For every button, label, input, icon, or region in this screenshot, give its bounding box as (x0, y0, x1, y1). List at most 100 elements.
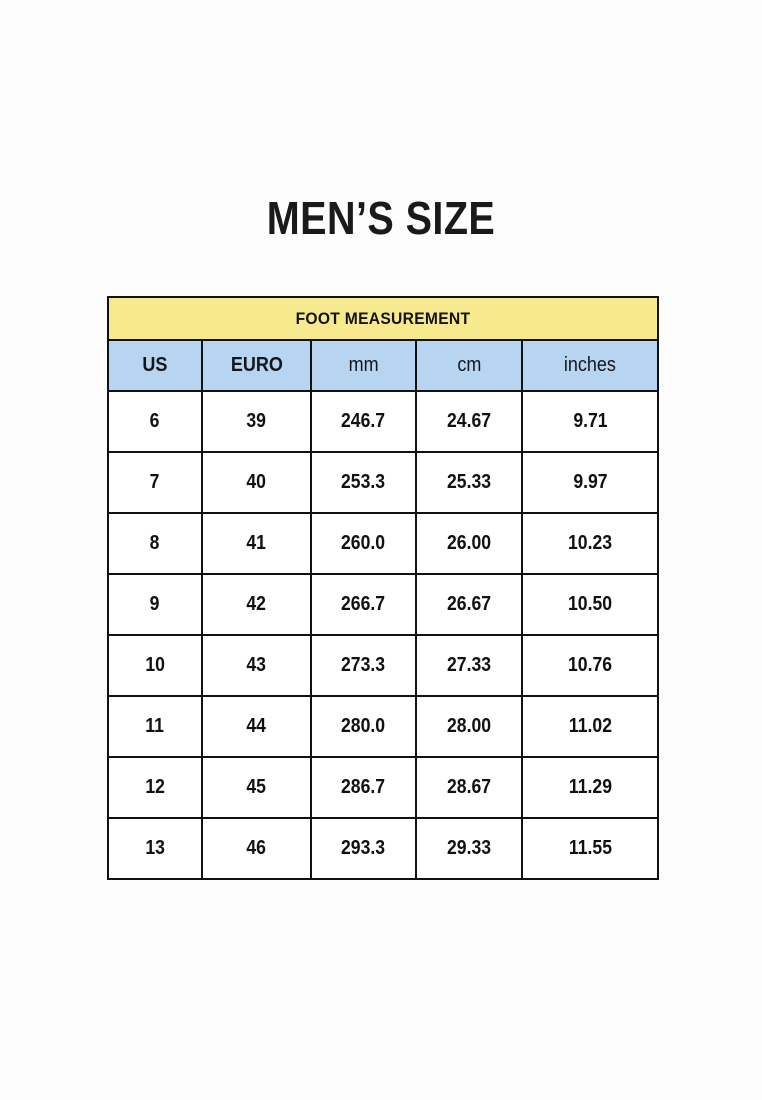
cell-value: 9 (150, 593, 160, 615)
column-header-us: US (107, 339, 203, 392)
cell-inches: 11.02 (520, 695, 660, 758)
cell-euro: 45 (201, 756, 312, 819)
cell-value: 10.23 (567, 532, 613, 554)
column-header-cm: cm (415, 339, 523, 392)
cell-value: 41 (246, 532, 267, 554)
column-header-mm: mm (310, 339, 417, 392)
cell-value: 29.33 (446, 837, 492, 859)
cell-value: 10 (145, 654, 165, 676)
cell-value: 42 (246, 593, 267, 615)
page-title: MEN’S SIZE (266, 192, 496, 244)
cell-value: 10.50 (567, 593, 613, 615)
table-row: 13 46 293.3 29.33 11.55 (107, 817, 660, 880)
cell-value: 28.00 (446, 715, 492, 737)
cell-us: 10 (107, 634, 203, 697)
cell-value: 12 (145, 776, 165, 798)
cell-cm: 24.67 (415, 390, 523, 453)
cell-inches: 11.55 (520, 817, 660, 880)
cell-inches: 9.71 (520, 390, 660, 453)
cell-value: 9.97 (572, 471, 608, 493)
column-header-label: US (142, 354, 168, 376)
cell-value: 266.7 (341, 593, 386, 615)
cell-value: 11.02 (568, 715, 612, 737)
cell-value: 7 (150, 471, 160, 493)
cell-value: 293.3 (341, 837, 386, 859)
table-row: 10 43 273.3 27.33 10.76 (107, 634, 660, 697)
cell-value: 40 (246, 471, 267, 493)
cell-value: 273.3 (341, 654, 386, 676)
cell-value: 8 (150, 532, 160, 554)
cell-value: 45 (246, 776, 267, 798)
cell-inches: 9.97 (520, 451, 660, 514)
column-header-label: mm (348, 354, 379, 376)
cell-value: 11 (145, 715, 165, 737)
cell-cm: 25.33 (415, 451, 523, 514)
cell-us: 13 (107, 817, 203, 880)
cell-cm: 28.67 (415, 756, 523, 819)
table-row: 6 39 246.7 24.67 9.71 (107, 390, 660, 453)
cell-value: 253.3 (341, 471, 386, 493)
table-row: 12 45 286.7 28.67 11.29 (107, 756, 660, 819)
cell-mm: 286.7 (310, 756, 417, 819)
table-row: 8 41 260.0 26.00 10.23 (107, 512, 660, 575)
cell-inches: 10.23 (520, 512, 660, 575)
foot-measurement-banner: FOOT MEASUREMENT (106, 296, 660, 341)
cell-inches: 10.76 (520, 634, 660, 697)
cell-cm: 29.33 (415, 817, 523, 880)
cell-value: 46 (246, 837, 267, 859)
cell-mm: 293.3 (310, 817, 417, 880)
cell-euro: 41 (201, 512, 312, 575)
cell-euro: 43 (201, 634, 312, 697)
cell-value: 6 (150, 410, 160, 432)
cell-value: 286.7 (341, 776, 386, 798)
cell-value: 10.76 (567, 654, 613, 676)
cell-value: 25.33 (446, 471, 492, 493)
cell-value: 43 (246, 654, 267, 676)
cell-value: 13 (145, 837, 165, 859)
cell-us: 12 (107, 756, 203, 819)
column-header-label: cm (456, 354, 481, 376)
size-chart-container: FOOT MEASUREMENT US EURO mm cm inches 6 39 246… (106, 296, 660, 880)
cell-euro: 42 (201, 573, 312, 636)
cell-mm: 266.7 (310, 573, 417, 636)
cell-mm: 273.3 (310, 634, 417, 697)
column-header-label: inches (564, 354, 617, 376)
table-row: 7 40 253.3 25.33 9.97 (107, 451, 660, 514)
cell-euro: 39 (201, 390, 312, 453)
cell-inches: 11.29 (520, 756, 660, 819)
table-body: 6 39 246.7 24.67 9.71 7 40 253.3 25.33 9.97 8 41 260… (107, 390, 660, 880)
cell-value: 24.67 (446, 410, 492, 432)
column-header-label: EURO (230, 354, 283, 376)
table-row: 11 44 280.0 28.00 11.02 (107, 695, 660, 758)
cell-value: 246.7 (341, 410, 386, 432)
cell-value: 260.0 (341, 532, 386, 554)
cell-us: 9 (107, 573, 203, 636)
cell-mm: 280.0 (310, 695, 417, 758)
cell-value: 26.67 (446, 593, 492, 615)
cell-value: 11.29 (568, 776, 612, 798)
cell-value: 27.33 (446, 654, 492, 676)
cell-cm: 28.00 (415, 695, 523, 758)
cell-euro: 46 (201, 817, 312, 880)
cell-value: 11.55 (568, 837, 612, 859)
table-column-header-row: US EURO mm cm inches (107, 339, 660, 392)
cell-value: 28.67 (446, 776, 492, 798)
cell-us: 6 (107, 390, 203, 453)
cell-us: 7 (107, 451, 203, 514)
cell-value: 39 (246, 410, 267, 432)
cell-mm: 253.3 (310, 451, 417, 514)
table-banner-row: FOOT MEASUREMENT (106, 296, 660, 341)
column-header-euro: EURO (201, 339, 312, 392)
foot-measurement-banner-label: FOOT MEASUREMENT (295, 308, 471, 328)
cell-mm: 260.0 (310, 512, 417, 575)
cell-cm: 27.33 (415, 634, 523, 697)
cell-mm: 246.7 (310, 390, 417, 453)
cell-euro: 44 (201, 695, 312, 758)
cell-value: 9.71 (572, 410, 608, 432)
cell-value: 44 (246, 715, 267, 737)
table-row: 9 42 266.7 26.67 10.50 (107, 573, 660, 636)
cell-value: 26.00 (446, 532, 492, 554)
cell-value: 280.0 (341, 715, 386, 737)
cell-us: 11 (107, 695, 203, 758)
cell-inches: 10.50 (520, 573, 660, 636)
